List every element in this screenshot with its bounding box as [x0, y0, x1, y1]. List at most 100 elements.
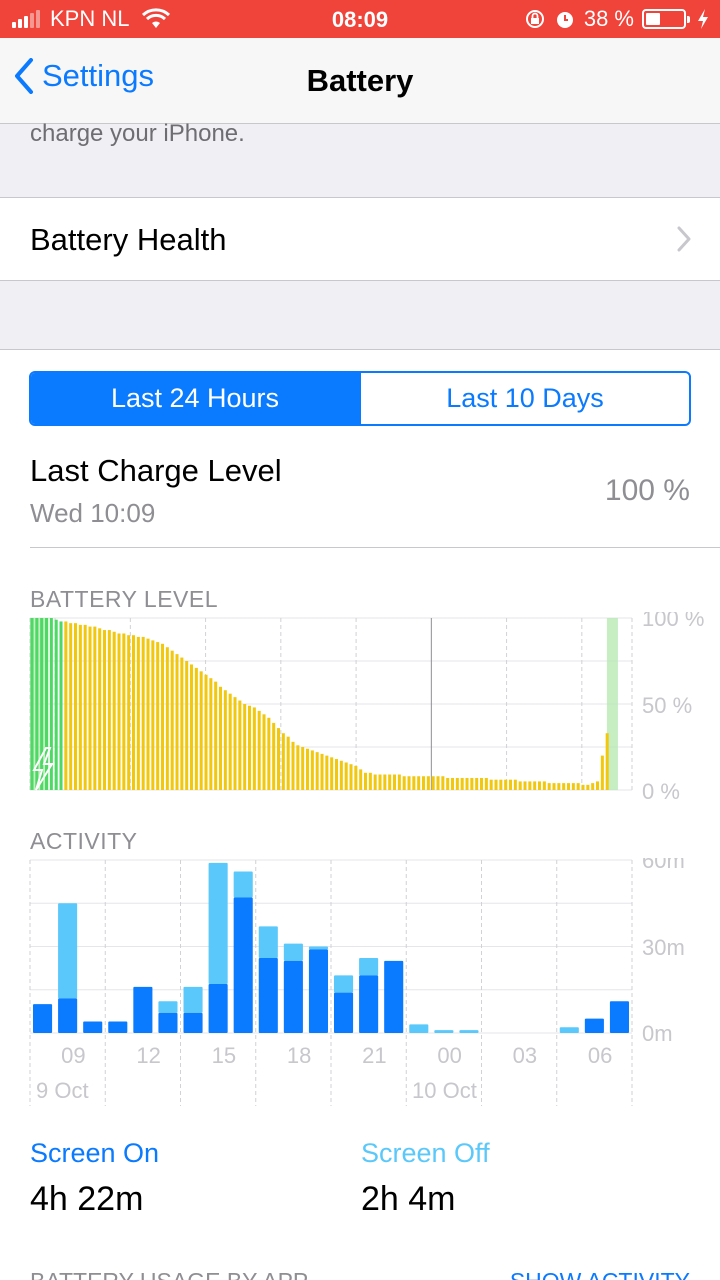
- battery-bar: [431, 776, 435, 790]
- battery-bar: [83, 624, 87, 790]
- x-tick-label: 18: [287, 1043, 311, 1068]
- battery-bar: [571, 783, 575, 790]
- battery-bar: [359, 769, 363, 790]
- battery-health-row[interactable]: Battery Health: [0, 197, 720, 281]
- charging-period: [606, 618, 618, 790]
- separator: [30, 547, 720, 548]
- screen-on-bar: [283, 960, 303, 1033]
- battery-bar: [252, 707, 256, 790]
- battery-bar: [180, 657, 184, 790]
- battery-bar: [170, 650, 174, 790]
- y-tick-50: 50 %: [642, 693, 692, 718]
- segment-last-10-days[interactable]: Last 10 Days: [359, 373, 689, 424]
- battery-bar: [156, 642, 160, 790]
- screen-off-bar: [559, 1027, 579, 1033]
- battery-bar: [600, 755, 604, 790]
- x-tick-label: 00: [437, 1043, 461, 1068]
- status-left: KPN NL: [12, 6, 171, 32]
- battery-icon: [642, 9, 690, 29]
- status-right: 38 %: [516, 6, 710, 32]
- battery-bar: [557, 783, 561, 790]
- screen-off-bar: [58, 903, 78, 999]
- screen-off-bar: [258, 926, 278, 959]
- battery-bar: [199, 671, 203, 790]
- screen-on-bar: [334, 992, 354, 1033]
- battery-bar: [567, 783, 571, 790]
- screen-on-bar: [208, 983, 228, 1033]
- battery-bar: [368, 772, 372, 790]
- battery-bar: [30, 618, 34, 790]
- battery-bar: [291, 741, 295, 790]
- battery-bar: [301, 747, 305, 790]
- battery-bar: [388, 774, 392, 790]
- battery-bar: [393, 774, 397, 790]
- battery-bar: [591, 783, 595, 790]
- segment-last-24-hours[interactable]: Last 24 Hours: [31, 373, 359, 424]
- battery-bar: [175, 654, 179, 790]
- show-activity-button[interactable]: SHOW ACTIVITY: [510, 1268, 690, 1280]
- orientation-lock-icon: [525, 10, 544, 28]
- battery-health-label: Battery Health: [30, 222, 227, 257]
- battery-bar: [161, 643, 165, 790]
- screen-off-value: 2h 4m: [361, 1180, 456, 1218]
- screen-on-bar: [584, 1018, 604, 1033]
- battery-bar: [455, 777, 459, 790]
- section-footer-text: charge your iPhone.: [30, 120, 245, 147]
- last-charge-value: 100 %: [604, 474, 690, 507]
- battery-bar: [451, 777, 455, 790]
- charging-period: [30, 618, 49, 790]
- activity-chart-grid: [29, 859, 633, 1106]
- battery-bar: [576, 783, 580, 790]
- battery-usage-by-app-header: BATTERY USAGE BY APP: [30, 1268, 308, 1280]
- screen-off-bar: [208, 862, 228, 984]
- back-button[interactable]: Settings: [14, 58, 154, 94]
- chevron-right-icon: [677, 226, 691, 252]
- battery-bar: [310, 750, 314, 790]
- y-tick-30m: 30m: [642, 935, 685, 960]
- wifi-icon: [142, 8, 171, 28]
- x-tick-label: 12: [136, 1043, 160, 1068]
- battery-bar: [262, 714, 266, 790]
- activity-chart-date-labels: 9 Oct 10 Oct: [36, 1078, 477, 1103]
- battery-bar: [112, 631, 116, 790]
- battery-bar: [484, 777, 488, 790]
- battery-bar: [78, 624, 82, 790]
- battery-bar: [335, 759, 339, 790]
- battery-bar: [325, 755, 329, 790]
- battery-bar: [446, 777, 450, 790]
- battery-level-chart[interactable]: 100 % 50 % 0 %: [0, 612, 720, 802]
- battery-bar: [194, 667, 198, 790]
- screen-off-bar: [359, 958, 379, 976]
- screen-on-value: 4h 22m: [30, 1180, 144, 1218]
- battery-bar: [330, 757, 334, 790]
- battery-bar: [40, 618, 44, 790]
- battery-bar: [74, 623, 78, 790]
- battery-bar: [190, 664, 194, 790]
- activity-chart[interactable]: 60m 30m 0m 09 12 15 18 21 00 03 06 9 Oct 10 Oct: [0, 858, 720, 1108]
- back-label: Settings: [42, 58, 155, 93]
- battery-bar: [538, 781, 542, 790]
- x-tick-label: 03: [513, 1043, 537, 1068]
- screen-off-bar: [459, 1030, 479, 1033]
- time-range-segmented-control[interactable]: Last 24 Hours Last 10 Days: [29, 371, 691, 426]
- screen-on-bar: [58, 998, 78, 1033]
- battery-bar: [88, 626, 92, 790]
- battery-bar: [209, 678, 213, 790]
- screen-on-bar: [108, 1021, 128, 1033]
- y-tick-0m: 0m: [642, 1021, 673, 1046]
- battery-bar: [132, 635, 136, 790]
- battery-bar: [103, 630, 107, 790]
- screen-on-bar: [609, 1001, 629, 1033]
- battery-bar: [281, 733, 285, 790]
- battery-bar: [509, 779, 513, 790]
- battery-bar: [214, 681, 218, 790]
- screen-off-bar: [308, 946, 328, 950]
- carrier-label: KPN NL: [50, 6, 130, 31]
- battery-bar: [59, 621, 63, 790]
- battery-bar: [306, 748, 310, 790]
- battery-usage-panel: Last 24 Hours Last 10 Days Last Charge L…: [0, 349, 720, 1280]
- screen-on-bar: [83, 1021, 103, 1033]
- battery-bar: [475, 777, 479, 790]
- battery-bar: [518, 781, 522, 790]
- battery-bar: [204, 674, 208, 790]
